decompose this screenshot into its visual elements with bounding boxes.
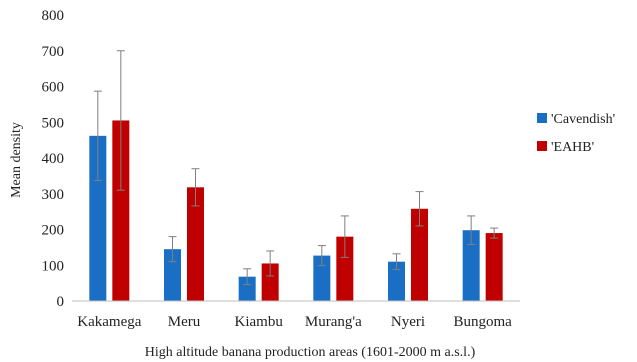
y-tick-label: 400: [42, 151, 65, 167]
bar: [187, 187, 204, 301]
bar: [462, 230, 480, 301]
x-axis-title: High altitude banana production areas (1…: [145, 345, 476, 360]
x-tick-label: Kakamega: [77, 314, 141, 330]
y-tick-label: 800: [42, 8, 65, 24]
bar: [313, 255, 331, 301]
x-tick-label: Bungoma: [453, 314, 512, 330]
y-tick-label: 600: [42, 80, 65, 96]
bars: [89, 50, 503, 302]
x-tick-label: Kiambu: [235, 314, 284, 330]
bar: [485, 233, 503, 301]
y-axis-title: Mean density: [9, 122, 24, 198]
y-tick-label: 300: [42, 187, 65, 203]
y-tick-label: 500: [42, 115, 65, 131]
bar: [388, 261, 405, 301]
bar: [411, 208, 428, 301]
legend: 'Cavendish' 'EAHB': [537, 112, 615, 155]
x-axis-ticks: Kakamega Meru Kiambu Murang'a Nyeri Bungoma: [77, 314, 512, 330]
y-tick-label: 100: [42, 258, 65, 274]
y-axis-ticks: 0 100 200 300 400 500 600 700 800: [42, 8, 65, 310]
bar: [164, 249, 181, 301]
bar: [89, 135, 107, 301]
legend-label: 'Cavendish': [551, 112, 615, 127]
y-tick-label: 700: [42, 44, 65, 60]
bar: [112, 120, 130, 302]
legend-swatch: [537, 113, 547, 123]
x-tick-label: Meru: [168, 314, 201, 330]
y-tick-label: 200: [42, 223, 65, 239]
y-tick-label: 0: [57, 294, 65, 310]
legend-label: 'EAHB': [551, 140, 594, 155]
bar: [336, 236, 354, 301]
x-tick-label: Nyeri: [391, 314, 425, 330]
x-tick-label: Murang'a: [305, 314, 362, 330]
bar: [261, 263, 279, 301]
legend-swatch: [537, 141, 547, 151]
bar: [238, 276, 256, 301]
